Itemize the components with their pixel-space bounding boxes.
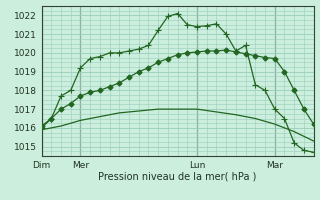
X-axis label: Pression niveau de la mer( hPa ): Pression niveau de la mer( hPa ) [99,171,257,181]
